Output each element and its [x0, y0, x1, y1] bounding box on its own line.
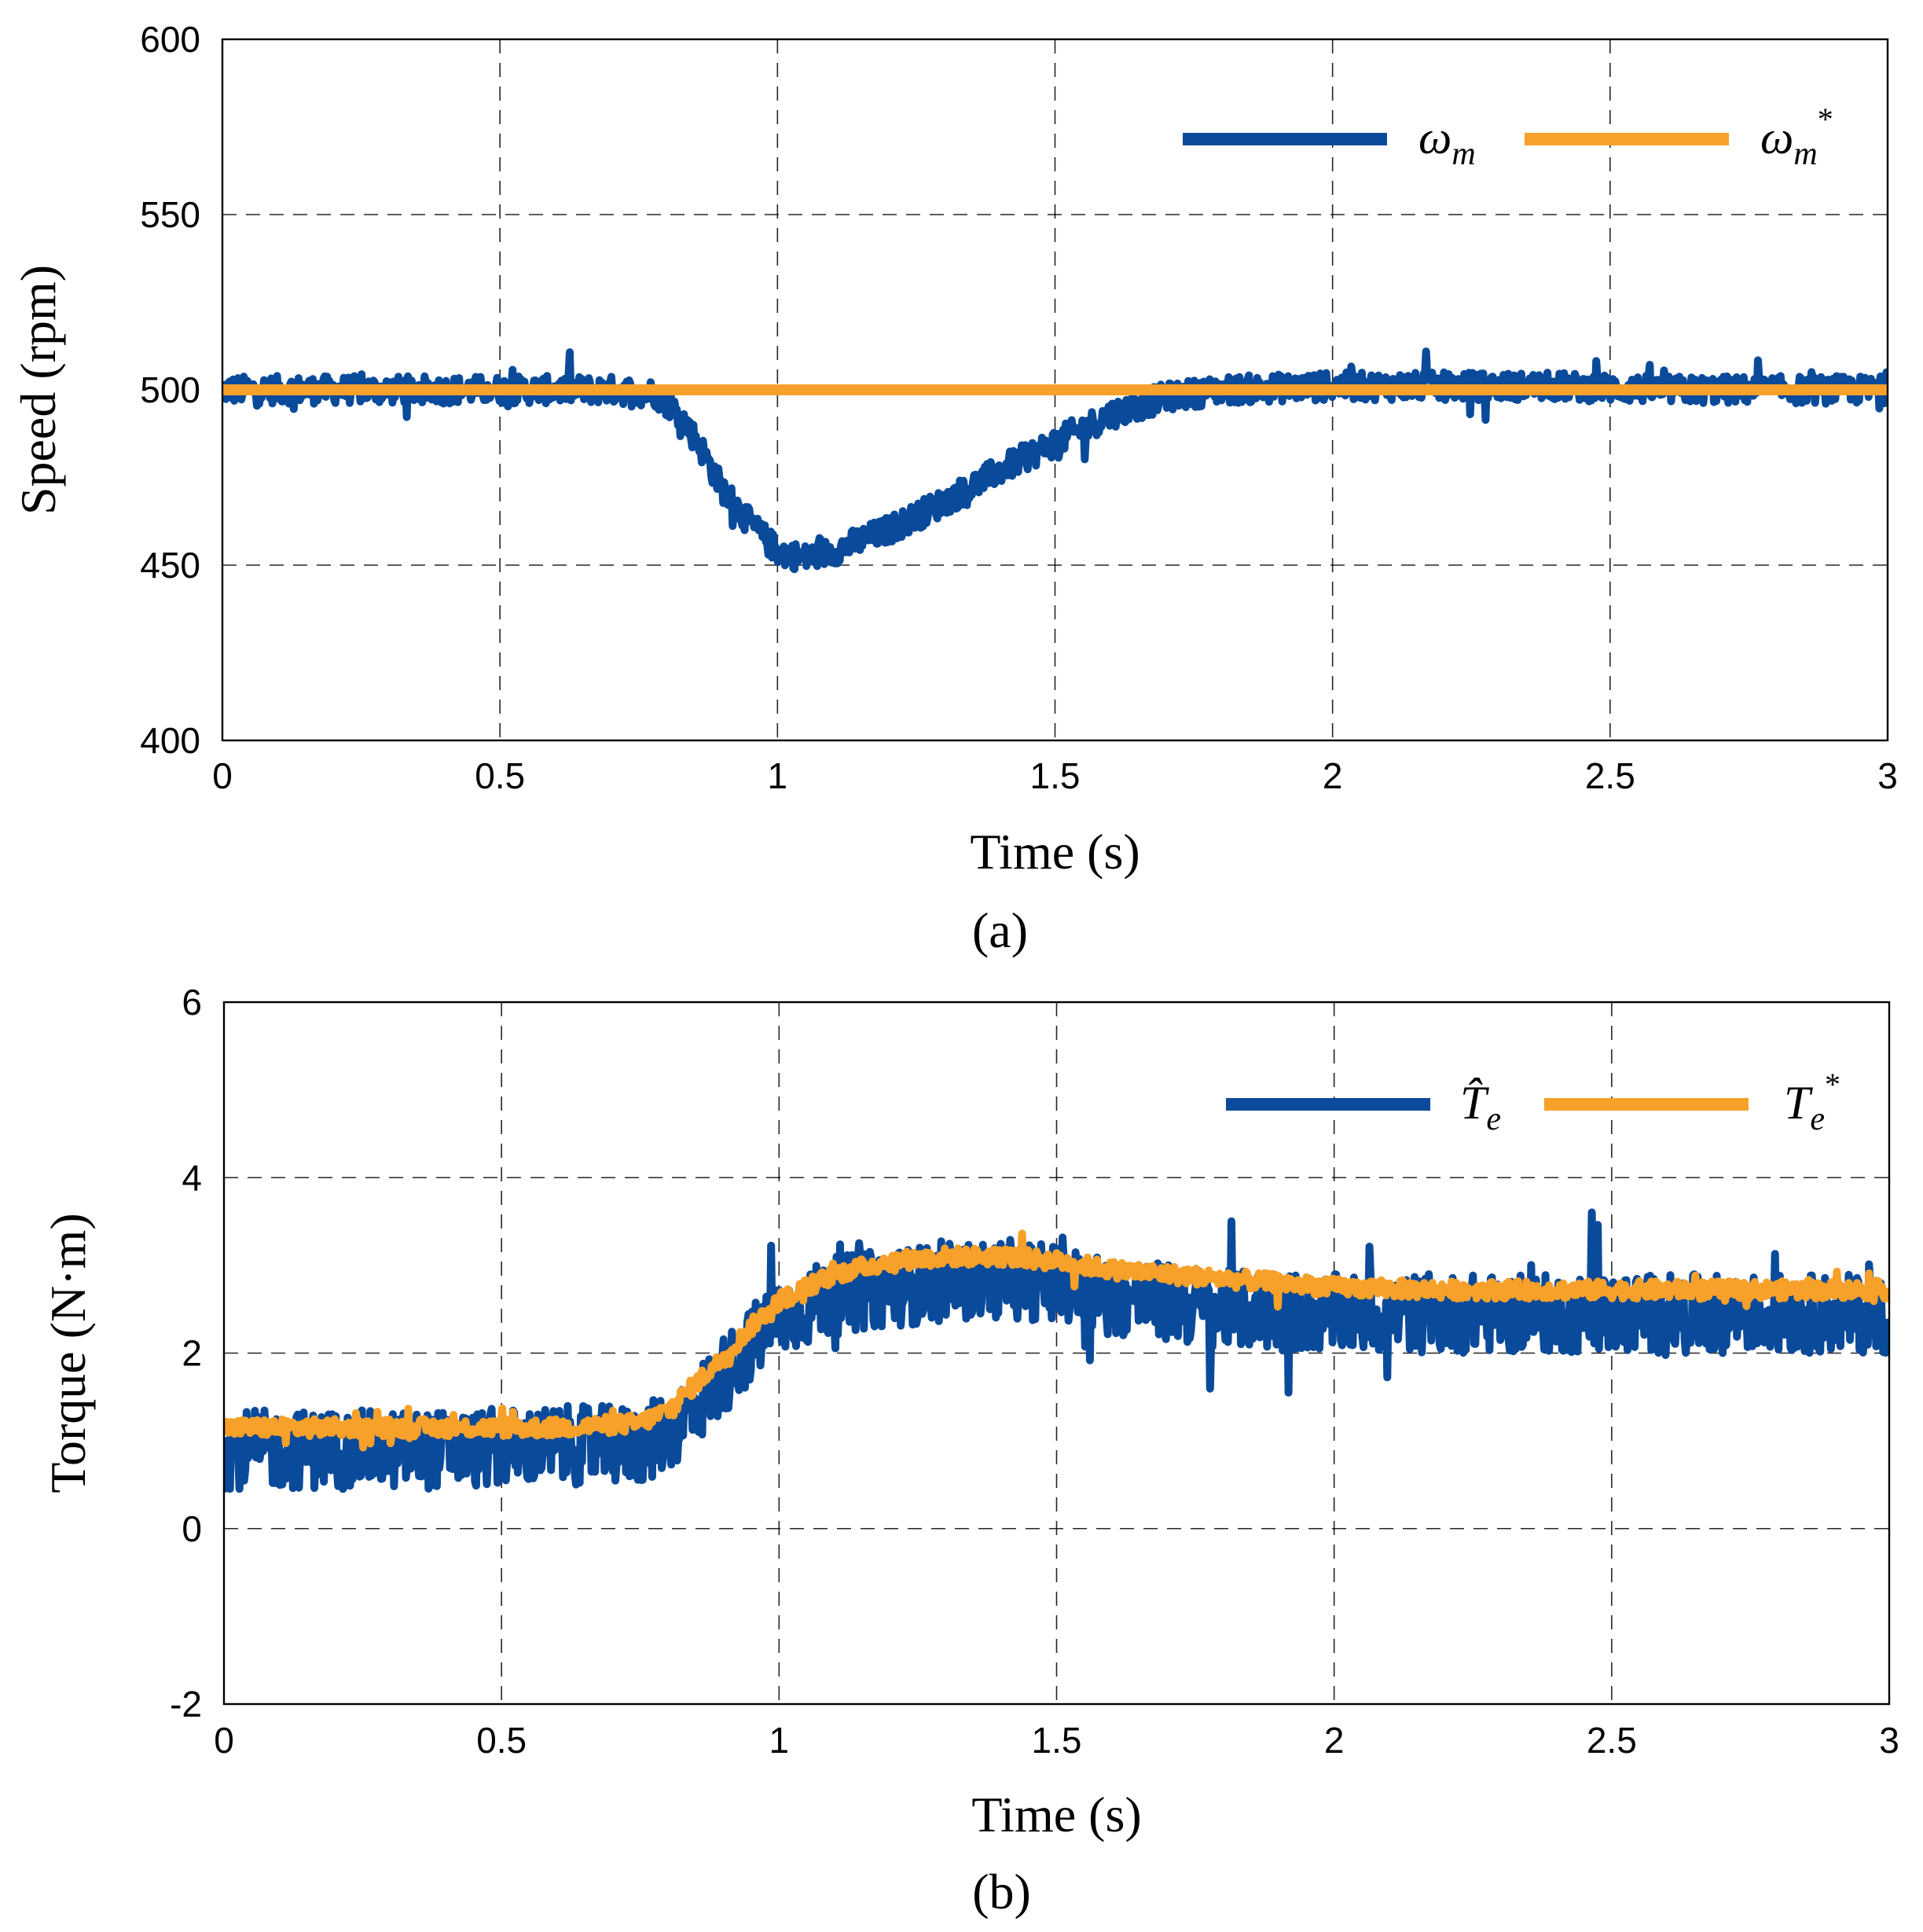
x-tick-label: 2.5 [1587, 1720, 1637, 1761]
y-axis-label: Speed (rpm) [10, 265, 66, 515]
y-tick-label: 500 [140, 369, 200, 410]
chart-panel-torque: 0 0.5 1 1.5 2 2.5 3 -2 0 2 4 6 Time (s) Torque (N·m) (… [40, 982, 1899, 1919]
series-line-reference [224, 1229, 1889, 1452]
y-tick-label: 0 [182, 1508, 202, 1549]
y-tick-label: 550 [140, 194, 200, 235]
legend-label: ωm* [1760, 101, 1833, 172]
y-tick-label: 4 [182, 1157, 202, 1198]
chart-panel-speed: 0 0.5 1 1.5 2 2.5 3 400 450 500 550 600 Time (s) Spee… [10, 19, 1898, 958]
x-tick-label: 0 [212, 755, 233, 796]
x-tick-label: 0 [214, 1720, 234, 1761]
y-tick-label: 600 [140, 19, 200, 60]
x-axis-label: Time (s) [970, 824, 1139, 880]
plot-frame [221, 38, 1889, 742]
y-tick-label: 2 [182, 1333, 202, 1374]
y-tick-label: 450 [140, 545, 200, 586]
legend: T̂e Te* [1226, 1067, 1840, 1137]
panel-caption: (b) [972, 1864, 1031, 1919]
x-tick-label: 2 [1323, 755, 1343, 796]
x-tick-label: 0.5 [476, 1720, 527, 1761]
y-tick-label: 6 [182, 982, 202, 1023]
x-tick-label: 1 [769, 1720, 790, 1761]
legend-label: ωm [1418, 112, 1476, 172]
x-tick-label: 3 [1877, 755, 1898, 796]
x-tick-label: 3 [1879, 1720, 1899, 1761]
y-tick-label: -2 [170, 1684, 202, 1724]
y-axis-label: Torque (N·m) [40, 1213, 96, 1493]
x-tick-label: 2.5 [1585, 755, 1635, 796]
legend: ωm ωm* [1183, 101, 1833, 172]
legend-label: Te* [1784, 1067, 1840, 1137]
x-tick-label: 0.5 [475, 755, 525, 796]
panel-caption: (a) [972, 902, 1028, 958]
x-tick-label: 2 [1324, 1720, 1345, 1761]
x-tick-label: 1.5 [1032, 1720, 1082, 1761]
y-tick-label: 400 [140, 720, 200, 761]
x-tick-label: 1.5 [1030, 755, 1081, 796]
x-axis-label: Time (s) [971, 1787, 1141, 1842]
x-tick-label: 1 [768, 755, 788, 796]
legend-label: T̂e [1460, 1077, 1501, 1137]
plot-frame [222, 1001, 1891, 1706]
